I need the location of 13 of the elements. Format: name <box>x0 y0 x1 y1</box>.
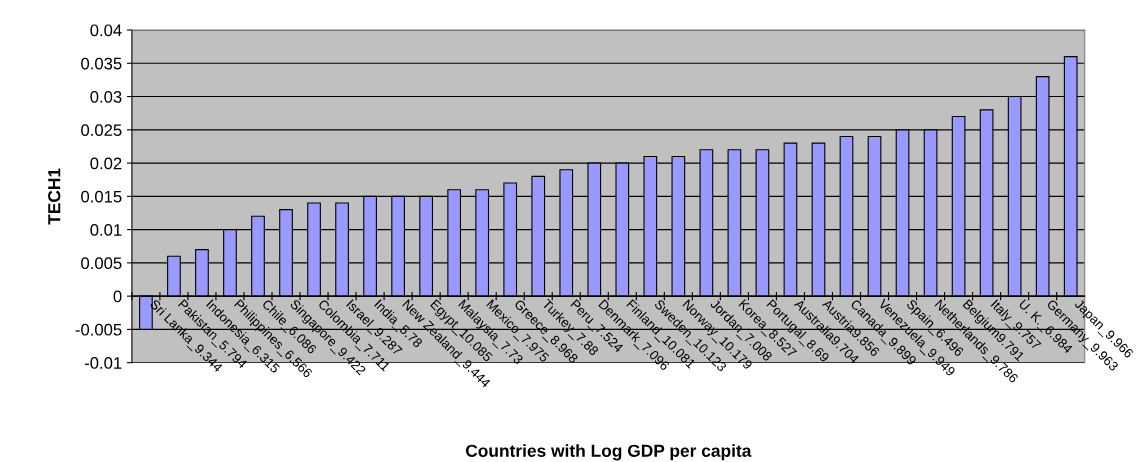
y-tick-label: 0.005 <box>81 257 122 270</box>
y-tick-label: 0.035 <box>81 57 122 70</box>
y-tick-label: -0.005 <box>75 323 122 336</box>
y-tick-label: 0 <box>113 290 122 303</box>
y-tick-label: 0.01 <box>90 224 122 236</box>
y-tick-label: -0.01 <box>84 357 122 369</box>
x-axis-title: Countries with Log GDP per capita <box>465 444 752 461</box>
y-axis-title: TECH1 <box>48 168 61 225</box>
y-tick-label: 0.025 <box>81 124 122 137</box>
y-tick-label: 0.03 <box>90 90 122 103</box>
y-tick-label: 0.04 <box>90 24 122 37</box>
y-tick-label: 0.015 <box>81 190 122 203</box>
y-tick-label: 0.02 <box>90 157 122 170</box>
